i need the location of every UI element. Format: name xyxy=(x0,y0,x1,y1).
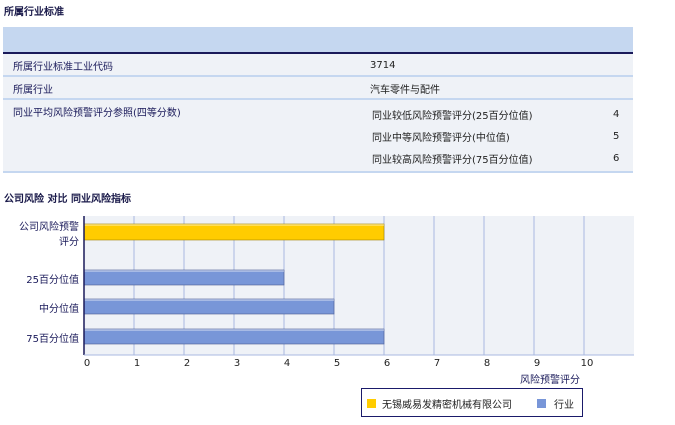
x-axis-label: 风险预警评分 xyxy=(520,375,580,386)
chart-title: 公司风险 对比 同业风险指标 xyxy=(4,194,131,205)
y-tick-label: 25百分位值 xyxy=(26,273,79,286)
bar-highlight xyxy=(84,270,284,272)
x-tick-label: 9 xyxy=(534,358,540,369)
row-label: 同业平均风险预警评分参照(四等分数) xyxy=(13,108,181,119)
row-value: 汽车零件与配件 xyxy=(370,85,440,96)
x-tick-label: 3 xyxy=(234,358,240,369)
sub-label: 同业较高风险预警评分(75百分位值) xyxy=(372,155,533,166)
legend-label: 行业 xyxy=(554,400,574,411)
bar xyxy=(83,269,285,286)
x-tick-label: 7 xyxy=(434,358,440,369)
bar xyxy=(83,328,385,345)
legend-swatch xyxy=(537,399,546,408)
bar-highlight xyxy=(84,224,384,226)
x-tick-label: 4 xyxy=(284,358,290,369)
row-label: 所属行业 xyxy=(13,85,53,96)
bar xyxy=(83,223,385,241)
table-header xyxy=(3,27,633,54)
legend-label: 无锡威易发精密机械有限公司 xyxy=(382,400,512,411)
row-label: 所属行业标准工业代码 xyxy=(13,62,113,73)
x-tick-label: 6 xyxy=(384,358,390,369)
bar xyxy=(83,298,335,315)
y-tick-label: 评分 xyxy=(59,236,79,248)
x-tick-label: 2 xyxy=(184,358,190,369)
legend: 无锡威易发精密机械有限公司 行业 xyxy=(361,388,583,417)
y-tick-label: 公司风险预警 xyxy=(19,220,79,233)
table-row: 同业平均风险预警评分参照(四等分数) 同业较低风险预警评分(25百分位值) 4 … xyxy=(3,100,633,173)
x-tick-label: 0 xyxy=(84,358,90,369)
x-tick-label: 8 xyxy=(484,358,490,369)
x-tick-label: 10 xyxy=(581,358,594,369)
table-row: 所属行业标准工业代码 3714 xyxy=(3,54,633,77)
bar-highlight xyxy=(84,329,384,331)
bar-highlight xyxy=(84,299,334,301)
sub-label: 同业中等风险预警评分(中位值) xyxy=(372,133,510,144)
sub-label: 同业较低风险预警评分(25百分位值) xyxy=(372,111,533,122)
section-title: 所属行业标准 xyxy=(4,7,64,18)
sub-value: 6 xyxy=(613,153,620,164)
row-value: 3714 xyxy=(370,60,396,71)
y-tick-label: 75百分位值 xyxy=(26,332,79,345)
table-row: 所属行业 汽车零件与配件 xyxy=(3,77,633,100)
x-tick-label: 5 xyxy=(334,358,340,369)
sub-value: 5 xyxy=(613,131,620,142)
legend-swatch xyxy=(367,399,376,408)
x-tick-label: 1 xyxy=(134,358,140,369)
sub-value: 4 xyxy=(613,109,620,120)
y-tick-label: 中分位值 xyxy=(39,302,79,315)
